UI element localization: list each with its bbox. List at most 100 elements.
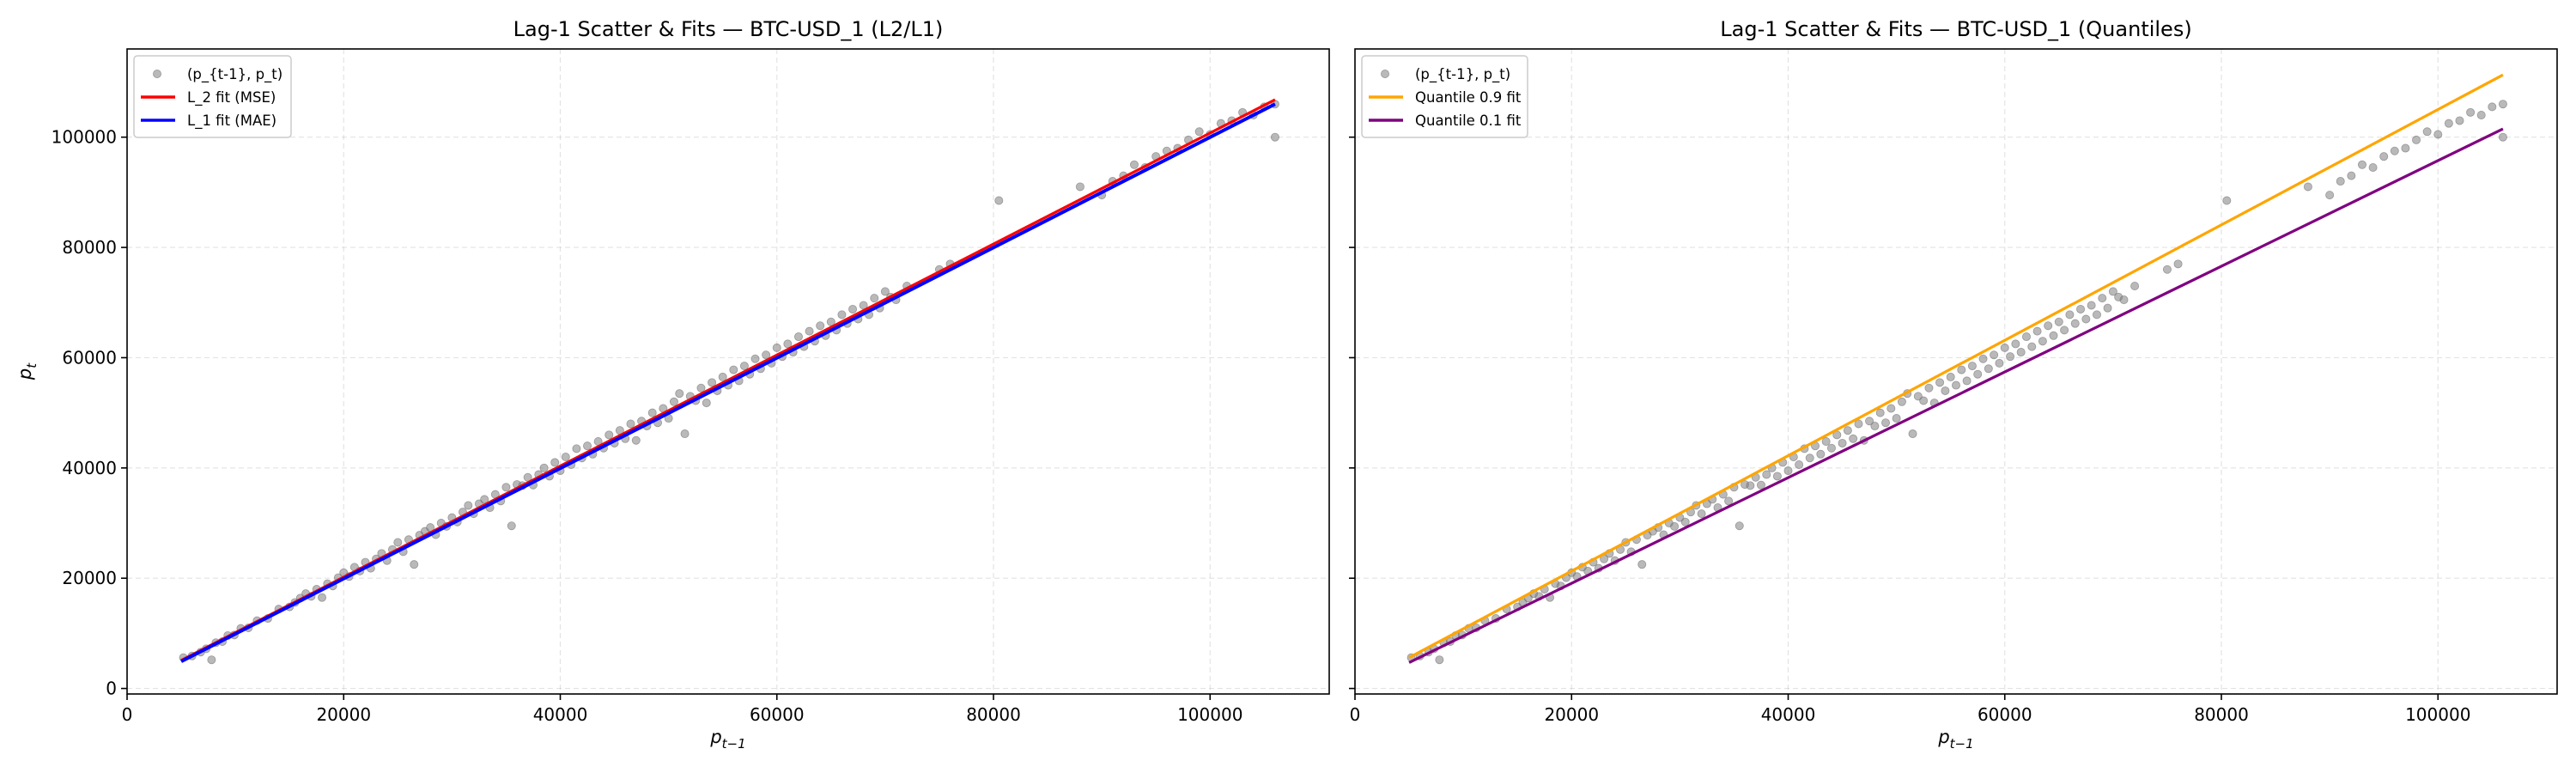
- scatter-point: [2476, 111, 2486, 120]
- x-tick-label: 20000: [316, 704, 371, 725]
- scatter-point: [1838, 438, 1847, 447]
- scatter-point: [2130, 282, 2140, 291]
- fit-line: [1408, 73, 2504, 660]
- scatter-point: [2401, 143, 2410, 153]
- scatter-point: [1805, 453, 1814, 463]
- fit-line: [180, 102, 1276, 663]
- scatter-point: [1870, 422, 1880, 431]
- scatter-point: [1270, 132, 1279, 142]
- scatter-point: [1735, 521, 1744, 531]
- scatter-point: [2032, 326, 2042, 336]
- plot-frame: [1354, 48, 2558, 695]
- scatter-point: [2466, 107, 2476, 117]
- x-axis-label: pt−1: [1937, 727, 1973, 752]
- legend-box: [1361, 55, 1528, 138]
- scatter-point: [1637, 560, 1647, 569]
- scatter-point: [507, 521, 516, 531]
- scatter-point: [1984, 364, 1993, 374]
- scatter-point: [539, 463, 549, 472]
- legend-marker-scatter: [152, 70, 161, 79]
- scatter-point: [702, 399, 711, 408]
- scatter-point: [2006, 352, 2015, 362]
- scatter-point: [2368, 163, 2378, 173]
- scatter-point: [1935, 378, 1945, 387]
- legend-label: Quantile 0.9 fit: [1415, 89, 1522, 106]
- scatter-point: [2498, 132, 2507, 142]
- scatter-point: [669, 397, 678, 406]
- x-tick-label: 40000: [1761, 704, 1816, 725]
- scatter-point: [1886, 404, 1896, 413]
- y-tick-label: 100000: [52, 127, 117, 148]
- scatter-point: [2000, 343, 2009, 352]
- scatter-point: [550, 458, 560, 467]
- scatter-point: [1957, 365, 1966, 374]
- scatter-point: [2303, 182, 2312, 192]
- chart-title: Lag-1 Scatter & Fits — BTC-USD_1 (L2/L1): [513, 17, 944, 41]
- legend-label: (p_{t-1}, p_t): [187, 66, 283, 83]
- scatter-point: [762, 350, 771, 360]
- scatter-point: [1854, 419, 1863, 429]
- right-panel-quantiles: 0 20000 40000 60000 80000 100000 Lag-1 Scatter…: [1349, 17, 2558, 752]
- scatter-point: [772, 343, 781, 352]
- scatter-point: [870, 294, 879, 303]
- scatter-point: [631, 435, 641, 445]
- scatter-point: [1843, 426, 1852, 435]
- scatter-point: [2011, 339, 2020, 349]
- scatter-point: [2412, 135, 2421, 144]
- legend-marker-scatter: [1381, 70, 1390, 79]
- scatter-point: [1990, 350, 1999, 360]
- scatter-point: [1194, 127, 1204, 137]
- scatter-point: [1129, 160, 1139, 169]
- scatter-point: [2076, 304, 2086, 313]
- scatter-point: [848, 304, 858, 313]
- scatter-point: [994, 196, 1004, 205]
- scatter-point: [2390, 146, 2399, 155]
- scatter-point: [1821, 437, 1831, 447]
- x-tick-label: 20000: [1544, 704, 1599, 725]
- scatter-point: [1941, 386, 1950, 395]
- scatter-point: [572, 444, 581, 453]
- scatter-point: [2021, 332, 2031, 342]
- x-tick-label: 0: [1350, 704, 1361, 725]
- x-tick-label: 100000: [1177, 704, 1242, 725]
- scatter-point: [1919, 396, 1929, 405]
- scatter-point: [880, 287, 890, 296]
- scatter-point: [2498, 100, 2507, 109]
- scatter-point: [708, 378, 717, 387]
- plot-frame: [126, 48, 1330, 695]
- legend: (p_{t-1}, p_t) L_2 fit (MSE) L_1 fit (MAE): [133, 55, 292, 138]
- x-tick-label: 0: [122, 704, 133, 725]
- scatter-point: [729, 365, 738, 374]
- left-panel-l2-l1: 0 20000 40000 60000 80000 100000 0 20000 40000 60…: [15, 17, 1330, 752]
- scatter-point: [393, 538, 403, 547]
- scatter-point: [2081, 314, 2091, 324]
- scatter-point: [816, 321, 825, 331]
- scatter-point: [2016, 348, 2026, 357]
- chart-title: Lag-1 Scatter & Fits — BTC-USD_1 (Quanti…: [1720, 17, 2191, 41]
- scatter-point: [837, 310, 847, 320]
- scatter-point: [793, 332, 803, 342]
- scatter-point: [1892, 414, 1901, 423]
- y-tick-label: 20000: [62, 568, 117, 588]
- scatter-point: [1756, 480, 1765, 490]
- scatter-point: [1762, 470, 1771, 479]
- scatter-point: [2422, 127, 2432, 137]
- scatter-point: [464, 501, 473, 510]
- scatter-point: [2119, 295, 2129, 305]
- scatter-point: [2222, 196, 2232, 205]
- scatter-point: [2092, 310, 2101, 320]
- scatter-point: [626, 419, 635, 429]
- scatter-point: [2433, 130, 2443, 139]
- scatter-point: [696, 383, 706, 393]
- y-axis-label: pt: [15, 362, 39, 380]
- scatter-point: [2444, 119, 2453, 128]
- scatter-point: [1724, 496, 1734, 506]
- scatter-point: [2162, 265, 2172, 274]
- scatter-point: [2065, 310, 2075, 320]
- scatter-point: [1995, 358, 2004, 368]
- legend-label: (p_{t-1}, p_t): [1415, 66, 1510, 83]
- scatter-point: [783, 339, 793, 349]
- x-tick-label: 80000: [2194, 704, 2249, 725]
- scatter-point: [2347, 171, 2356, 180]
